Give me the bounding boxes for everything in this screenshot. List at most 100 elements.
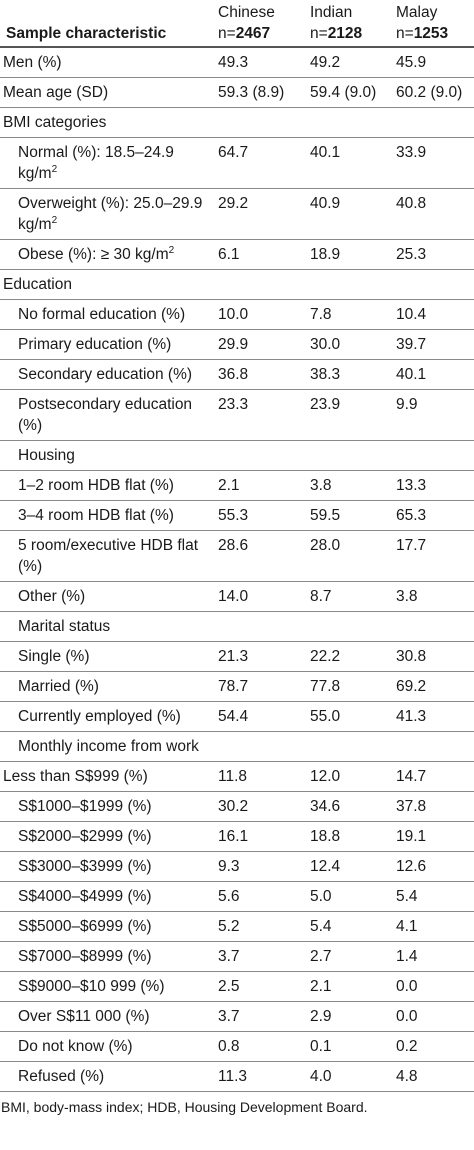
cell-chinese [212,269,304,300]
table-row: Men (%) 49.3 49.2 45.9 [0,47,474,78]
table-row: Mean age (SD) 59.3 (8.9) 59.4 (9.0) 60.2 (9… [0,77,474,108]
row-label-text: Mean age (SD) [3,84,109,101]
cell-chinese: 9.3 [212,851,304,882]
row-label: Marital status [0,611,212,642]
table-row: Primary education (%) 29.9 30.0 39.7 [0,329,474,360]
cell-indian: 49.2 [304,47,390,78]
table-row: Other (%) 14.0 8.7 3.8 [0,581,474,612]
cell-chinese [212,731,304,762]
row-label-text: S$3000–$3999 (%) [18,858,152,875]
cell-chinese: 3.7 [212,941,304,972]
cell-malay: 1.4 [390,941,474,972]
cell-chinese [212,440,304,471]
table-row: Normal (%): 18.5–24.9 kg/m2 64.7 40.1 33.9 [0,137,474,189]
cell-malay: 14.7 [390,761,474,792]
cell-chinese: 14.0 [212,581,304,612]
row-label: S$3000–$3999 (%) [0,851,212,882]
table-row: Single (%) 21.3 22.2 30.8 [0,641,474,672]
cell-indian [304,107,390,138]
cell-malay: 17.7 [390,530,474,582]
row-label: Housing [0,440,212,471]
table-row: S$5000–$6999 (%) 5.2 5.4 4.1 [0,911,474,942]
cell-indian: 59.4 (9.0) [304,77,390,108]
cell-malay: 4.8 [390,1061,474,1092]
table-row: No formal education (%) 10.0 7.8 10.4 [0,299,474,330]
row-label: Monthly income from work [0,731,212,762]
cell-chinese: 64.7 [212,137,304,189]
cell-malay: 3.8 [390,581,474,612]
row-label-text: Primary education (%) [18,336,172,353]
row-label-text: Refused (%) [18,1068,105,1085]
table-row: 1–2 room HDB flat (%) 2.1 3.8 13.3 [0,470,474,501]
cell-malay [390,611,474,642]
table-row: S$4000–$4999 (%) 5.6 5.0 5.4 [0,881,474,912]
cell-malay: 19.1 [390,821,474,852]
cell-indian: 40.1 [304,137,390,189]
cell-indian: 22.2 [304,641,390,672]
row-label-text: 5 room/executive HDB flat (%) [18,537,199,575]
cell-malay: 9.9 [390,389,474,441]
cell-chinese: 55.3 [212,500,304,531]
cell-chinese: 36.8 [212,359,304,390]
cell-chinese: 59.3 (8.9) [212,77,304,108]
header-malay-name: Malay [396,4,438,21]
cell-indian: 5.0 [304,881,390,912]
table-row: Refused (%) 11.3 4.0 4.8 [0,1061,474,1092]
table-footnote: BMI, body-mass index; HDB, Housing Devel… [1,1099,368,1115]
header-chinese: Chinese n=2467 [212,0,304,48]
row-label: 3–4 room HDB flat (%) [0,500,212,531]
cell-chinese: 5.2 [212,911,304,942]
cell-indian: 3.8 [304,470,390,501]
cell-indian: 0.1 [304,1031,390,1062]
row-label: 5 room/executive HDB flat (%) [0,530,212,582]
cell-chinese: 30.2 [212,791,304,822]
row-label-text: Single (%) [18,648,90,665]
row-label: BMI categories [0,107,212,138]
unit-superscript: 2 [168,244,175,256]
row-label: Over S$11 000 (%) [0,1001,212,1032]
unit-superscript: 2 [51,163,58,175]
cell-malay [390,440,474,471]
table-row: Postsecondary education (%) 23.3 23.9 9.9 [0,389,474,441]
cell-indian: 18.8 [304,821,390,852]
header-indian-name: Indian [310,4,353,21]
sample-characteristics-table: Sample characteristic Chinese n=2467 Ind… [0,0,474,1092]
row-label: Obese (%): ≥ 30 kg/m2 [0,239,212,270]
row-label-text: Other (%) [18,588,86,605]
cell-indian: 5.4 [304,911,390,942]
table-body: Men (%) 49.3 49.2 45.9 Mean age (SD) 59.3 (8.… [0,47,474,1092]
header-chinese-name: Chinese [218,4,275,21]
cell-malay: 69.2 [390,671,474,702]
row-label: Secondary education (%) [0,359,212,390]
row-label-text: Education [3,276,72,293]
row-label-text: Obese (%): ≥ 30 kg/m [18,246,169,263]
row-label-text: Normal (%): 18.5–24.9 kg/m [18,144,174,182]
cell-chinese: 2.1 [212,470,304,501]
row-label: S$4000–$4999 (%) [0,881,212,912]
row-label: Do not know (%) [0,1031,212,1062]
header-malay-n-value: 1253 [413,25,449,42]
table-header-row: Sample characteristic Chinese n=2467 Ind… [0,0,474,48]
table-row: S$7000–$8999 (%) 3.7 2.7 1.4 [0,941,474,972]
cell-chinese: 49.3 [212,47,304,78]
cell-malay: 39.7 [390,329,474,360]
cell-indian: 8.7 [304,581,390,612]
cell-indian: 18.9 [304,239,390,270]
cell-chinese: 0.8 [212,1031,304,1062]
cell-chinese: 21.3 [212,641,304,672]
cell-indian [304,440,390,471]
row-label: Mean age (SD) [0,77,212,108]
row-label-text: S$2000–$2999 (%) [18,828,152,845]
table-row: S$3000–$3999 (%) 9.3 12.4 12.6 [0,851,474,882]
cell-malay: 25.3 [390,239,474,270]
cell-malay [390,269,474,300]
row-label-text: Currently employed (%) [18,708,181,725]
row-label: S$7000–$8999 (%) [0,941,212,972]
table-row: Secondary education (%) 36.8 38.3 40.1 [0,359,474,390]
table-row: Marital status [0,611,474,642]
row-label-text: Postsecondary education (%) [18,396,193,434]
cell-indian: 38.3 [304,359,390,390]
table-row: S$2000–$2999 (%) 16.1 18.8 19.1 [0,821,474,852]
cell-malay: 65.3 [390,500,474,531]
cell-chinese: 29.2 [212,188,304,240]
